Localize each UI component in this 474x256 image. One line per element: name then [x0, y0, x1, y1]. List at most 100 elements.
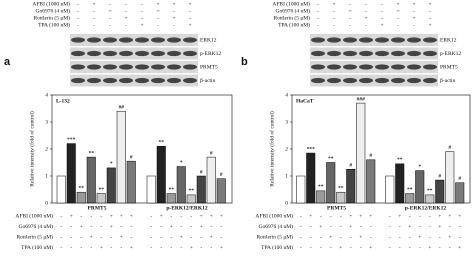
- treatment-sign: -: [125, 22, 127, 28]
- blot-band: [375, 77, 389, 84]
- treatment-sign: -: [93, 8, 95, 14]
- blot-band: [327, 64, 341, 70]
- treatment-sign: +: [172, 1, 175, 7]
- treatment-sign: +: [369, 213, 372, 219]
- treatment-label: AFBI (1000 nM): [255, 212, 293, 219]
- treatment-sign: +: [458, 213, 461, 219]
- significance: #: [220, 172, 223, 178]
- treatment-sign: +: [190, 245, 193, 251]
- y-tick-label: 3: [45, 119, 48, 125]
- significance: *: [180, 160, 183, 166]
- treatment-sign: +: [180, 234, 183, 240]
- bar: [455, 182, 465, 204]
- treatment-sign: +: [332, 1, 335, 7]
- blot-band: [327, 37, 341, 43]
- bar: [86, 156, 96, 204]
- treatment-sign: -: [109, 1, 111, 7]
- blot-band: [151, 50, 165, 57]
- x-tick-label: p-ERK12/ERK12: [166, 205, 208, 211]
- treatment-label: Go6976 (4 nM): [275, 7, 310, 14]
- treatment-sign: -: [93, 15, 95, 21]
- y-tick-label: 2: [285, 146, 288, 152]
- treatment-label: Go6976 (4 nM): [258, 223, 293, 230]
- treatment-sign: +: [458, 245, 461, 251]
- treatment-sign: -: [429, 8, 431, 14]
- treatment-sign: +: [412, 15, 415, 21]
- y-tick-label: 4: [45, 92, 48, 98]
- treatment-sign: -: [210, 245, 212, 251]
- treatment-sign: -: [349, 1, 351, 7]
- blot-band: [87, 64, 101, 70]
- treatment-sign: -: [310, 245, 312, 251]
- blot-strip: [310, 34, 438, 46]
- treatment-sign: -: [300, 213, 302, 219]
- treatment-sign: +: [428, 245, 431, 251]
- y-tick-label: 1: [45, 173, 48, 179]
- bar: [116, 110, 126, 204]
- blot-band: [343, 50, 357, 57]
- y-tick-label: 2: [45, 146, 48, 152]
- treatment-sign: -: [419, 245, 421, 251]
- blot-band: [407, 50, 421, 57]
- significance: **: [99, 187, 105, 193]
- y-axis-label: Relative intensity (fold of control): [268, 111, 275, 187]
- treatment-sign: +: [380, 22, 383, 28]
- blot-band: [183, 64, 197, 70]
- blot-band: [103, 77, 117, 84]
- blot-band: [375, 50, 389, 57]
- blot-band: [87, 50, 101, 57]
- treatment-sign: +: [210, 234, 213, 240]
- blot-label: ERK12: [200, 37, 217, 43]
- blot-band: [359, 50, 373, 57]
- treatment-sign: -: [370, 234, 372, 240]
- treatment-sign: -: [190, 234, 192, 240]
- bar: [306, 152, 316, 204]
- treatment-label: Go6976 (4 nM): [18, 223, 53, 230]
- treatment-sign: -: [399, 245, 401, 251]
- treatment-sign: +: [408, 224, 411, 230]
- bar: [296, 175, 306, 204]
- treatment-sign: +: [156, 1, 159, 7]
- significance: **: [189, 188, 195, 194]
- treatment-sign: -: [389, 213, 391, 219]
- bar: [206, 156, 216, 204]
- treatment-sign: -: [150, 245, 152, 251]
- treatment-sign: -: [397, 22, 399, 28]
- treatment-sign: -: [459, 234, 461, 240]
- treatment-sign: -: [439, 245, 441, 251]
- x-tick-label: p-ERK12/ERK12: [405, 205, 447, 211]
- treatment-sign: -: [100, 234, 102, 240]
- treatment-sign: -: [350, 245, 352, 251]
- treatment-sign: -: [189, 15, 191, 21]
- treatment-sign: -: [300, 245, 302, 251]
- treatment-sign: -: [180, 224, 182, 230]
- treatment-sign: +: [438, 213, 441, 219]
- treatment-sign: -: [340, 234, 342, 240]
- treatment-sign: +: [309, 213, 312, 219]
- treatment-sign: -: [80, 245, 82, 251]
- blot-strip: [70, 61, 198, 73]
- treatment-sign: +: [396, 8, 399, 14]
- treatment-sign: -: [130, 224, 132, 230]
- blot-band: [407, 37, 421, 43]
- blot-band: [167, 50, 181, 57]
- treatment-sign: +: [188, 22, 191, 28]
- treatment-sign: -: [413, 8, 415, 14]
- treatment-sign: -: [349, 22, 351, 28]
- y-tick-label: 0: [285, 200, 288, 206]
- treatment-sign: -: [141, 8, 143, 14]
- treatment-sign: -: [220, 234, 222, 240]
- bar: [126, 160, 136, 204]
- treatment-label: AFBI (1000 nM): [32, 0, 70, 7]
- bar: [346, 169, 356, 204]
- treatment-sign: -: [320, 234, 322, 240]
- treatment-sign: +: [130, 245, 133, 251]
- blot-band: [407, 64, 421, 70]
- treatment-sign: -: [200, 234, 202, 240]
- treatment-sign: +: [364, 15, 367, 21]
- treatment-sign: +: [70, 213, 73, 219]
- significance: **: [318, 184, 324, 190]
- bar: [166, 193, 176, 204]
- y-tick-label: 3: [285, 119, 288, 125]
- bar: [106, 167, 116, 204]
